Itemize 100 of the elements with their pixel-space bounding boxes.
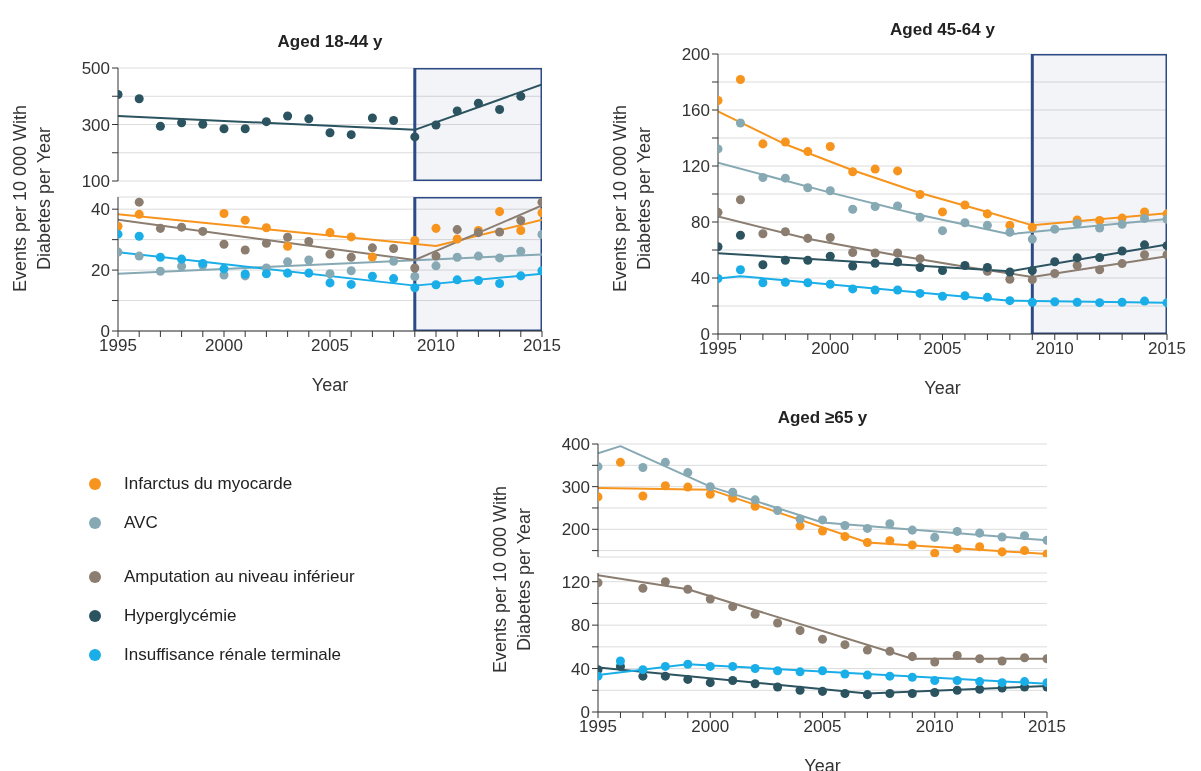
point [915, 190, 925, 200]
point [219, 239, 229, 249]
point [870, 285, 880, 295]
point [516, 271, 526, 281]
chart-title: Aged 45-64 y [889, 20, 996, 40]
point [705, 661, 715, 671]
point [803, 255, 813, 265]
point [431, 251, 441, 261]
point [862, 538, 872, 548]
point [795, 667, 805, 677]
point [660, 457, 670, 467]
y-axis-title: Events per 10 000 With Diabetes per Year [609, 103, 655, 294]
point [389, 274, 399, 284]
legend-label: Hyperglycémie [124, 605, 237, 626]
point [817, 634, 828, 644]
point [825, 142, 835, 152]
point [840, 689, 850, 699]
legend-label: Amputation au niveau inférieur [124, 566, 355, 587]
point [848, 248, 858, 258]
point [1117, 297, 1127, 307]
point [495, 105, 505, 115]
point [1027, 265, 1037, 275]
x-axis-title: Year [924, 378, 961, 398]
point [930, 676, 940, 686]
point [960, 200, 970, 210]
y-tick-label: 500 [81, 59, 110, 79]
point [304, 268, 314, 278]
point [638, 583, 648, 593]
point [155, 121, 165, 131]
y-tick-label: 200 [681, 45, 710, 65]
point [198, 119, 208, 129]
point [495, 253, 505, 263]
point [638, 462, 648, 472]
point [516, 215, 526, 225]
point [219, 264, 229, 274]
x-tick-label: 2010 [417, 336, 455, 356]
point [795, 685, 805, 695]
point [862, 645, 872, 655]
point [452, 252, 462, 262]
point [1140, 296, 1150, 306]
point [907, 525, 917, 535]
x-tick-label: 2015 [1148, 339, 1186, 359]
point [773, 506, 783, 516]
point [840, 640, 850, 650]
point [975, 684, 985, 694]
point [960, 261, 970, 271]
x-tick-label: 2015 [1028, 717, 1066, 737]
point [907, 540, 917, 550]
y-tick-label: 40 [691, 269, 710, 289]
point [1020, 531, 1030, 541]
point [516, 246, 526, 256]
point [870, 248, 880, 258]
point [1027, 297, 1037, 307]
point [452, 234, 462, 244]
point [660, 481, 670, 491]
point [473, 275, 483, 285]
point [1020, 546, 1030, 556]
point [431, 120, 441, 130]
x-tick-label: 2005 [311, 336, 349, 356]
point [728, 661, 738, 671]
point [389, 243, 399, 253]
point [683, 674, 693, 684]
point [930, 687, 940, 697]
point [1117, 246, 1127, 256]
point [261, 238, 271, 248]
point [907, 689, 917, 699]
point [1072, 261, 1082, 271]
point [325, 128, 335, 138]
point [758, 172, 768, 182]
point [325, 228, 335, 238]
point [952, 526, 962, 536]
point [219, 124, 229, 134]
point [997, 532, 1007, 542]
point [410, 263, 420, 273]
point [817, 526, 828, 536]
point [346, 279, 356, 289]
point [825, 186, 835, 196]
point [780, 173, 790, 183]
point [825, 251, 835, 261]
point [431, 261, 441, 271]
point [134, 197, 144, 207]
point [960, 218, 970, 228]
point [283, 268, 293, 278]
point [795, 626, 805, 636]
point [825, 233, 835, 243]
point [893, 201, 903, 211]
point [848, 284, 858, 294]
point [817, 515, 828, 525]
point [982, 209, 992, 219]
point [346, 252, 356, 262]
point [915, 288, 925, 298]
point [840, 669, 850, 679]
point [735, 265, 745, 275]
point [660, 671, 670, 681]
point [304, 255, 314, 265]
point [975, 654, 985, 664]
point [516, 91, 526, 101]
y-tick-label: 160 [681, 101, 710, 121]
point [773, 618, 783, 628]
point [367, 113, 377, 123]
